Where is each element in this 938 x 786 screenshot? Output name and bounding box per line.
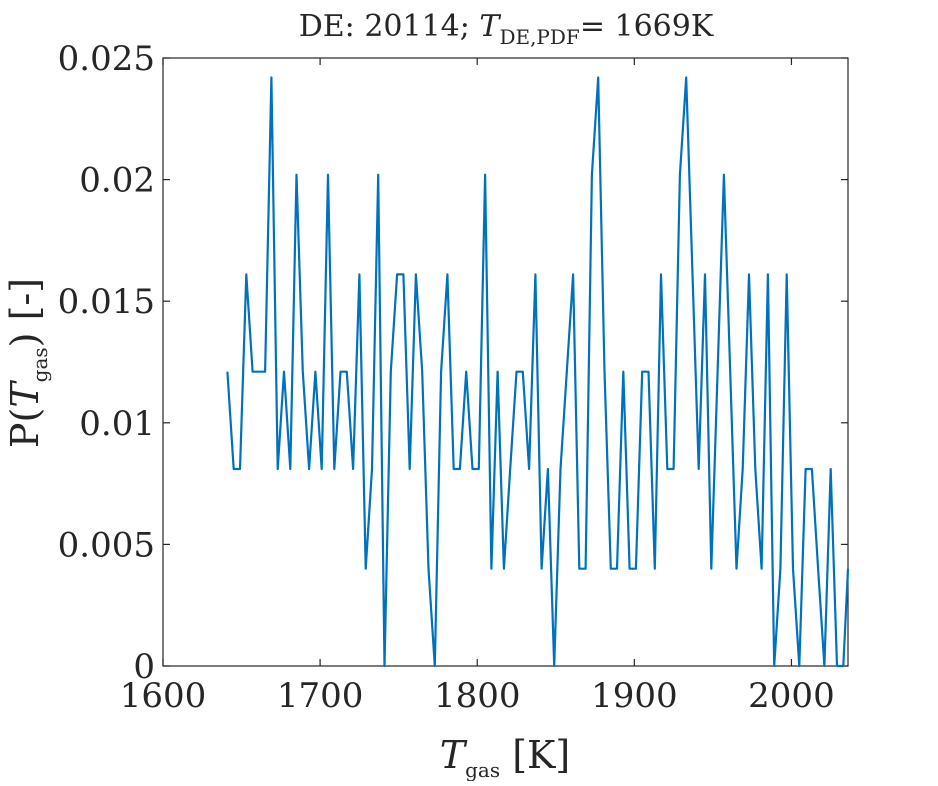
x-tick-label: 2000 [748, 676, 835, 716]
x-tick-label: 1900 [591, 676, 678, 716]
chart-title: DE: 20114; TDE,PDF= 1669K [299, 9, 714, 49]
y-tick-label: 0.02 [79, 161, 155, 201]
series-group [226, 76, 850, 668]
series-line [226, 76, 850, 668]
y-tick-label: 0.015 [58, 282, 155, 322]
x-axis-label: Tgas [K] [440, 733, 570, 781]
y-tick-label: 0.01 [79, 404, 155, 444]
x-tick-label: 1800 [434, 676, 521, 716]
y-tick-label: 0.025 [58, 39, 155, 79]
x-axis-ticks: 1600 1700 1800 1900 2000 [120, 58, 835, 716]
y-axis-ticks: 0 0.005 0.01 0.015 0.02 0.025 [58, 39, 848, 687]
y-tick-label: 0 [133, 647, 155, 687]
x-tick-label: 1700 [277, 676, 364, 716]
y-axis-label: P(Tgas) [-] [3, 278, 52, 448]
y-tick-label: 0.005 [58, 525, 155, 565]
x-tick-label: 1600 [120, 676, 207, 716]
axes-box [162, 57, 849, 667]
